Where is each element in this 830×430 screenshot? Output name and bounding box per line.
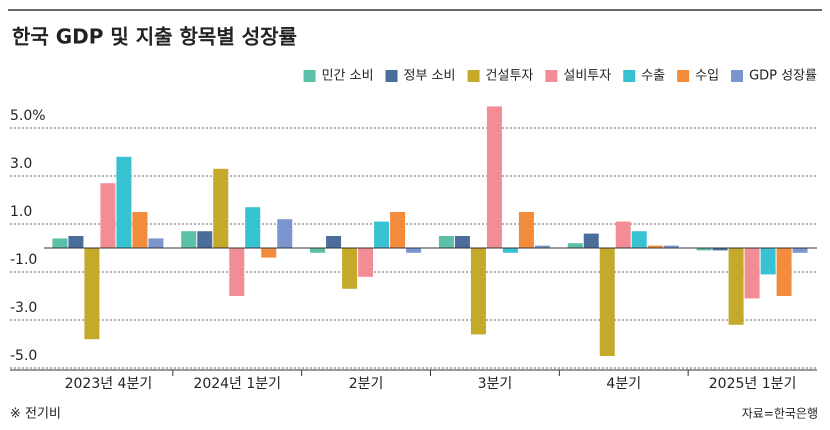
- x-tick-label: 2023년 4분기: [65, 376, 153, 392]
- x-tick-label: 2024년 1분기: [193, 376, 281, 392]
- bar: [358, 248, 374, 277]
- legend-label: 수입: [695, 69, 719, 84]
- bar: [760, 248, 776, 275]
- bar: [100, 183, 116, 248]
- x-tick-label: 3분기: [478, 376, 513, 392]
- bar: [310, 248, 326, 253]
- bar: [615, 221, 631, 248]
- bar: [728, 248, 744, 325]
- x-tick-label: 2분기: [349, 376, 384, 392]
- bar: [406, 248, 422, 253]
- x-tick-label: 2025년 1분기: [709, 376, 797, 392]
- bar: [342, 248, 358, 289]
- y-tick-label: -3.0: [10, 300, 37, 316]
- note: ※ 전기비: [10, 407, 61, 422]
- bar: [229, 248, 245, 296]
- y-tick-label: -1.0: [10, 252, 37, 268]
- source: 자료=한국은행: [742, 406, 818, 421]
- bar: [502, 248, 518, 253]
- y-tick-label: 5.0%: [10, 108, 46, 124]
- chart-title: 한국 GDP 및 지출 항목별 성장률: [12, 25, 297, 49]
- legend-swatch: [385, 70, 398, 82]
- legend-label: 정부 소비: [404, 69, 456, 84]
- bar: [486, 106, 502, 249]
- legend-swatch: [467, 70, 480, 82]
- bar: [599, 248, 615, 356]
- y-tick-label: -5.0: [10, 348, 37, 364]
- legend-label: GDP 성장률: [749, 69, 817, 84]
- bar: [438, 236, 454, 248]
- bar: [470, 248, 486, 335]
- bar: [132, 212, 148, 248]
- legend-swatch: [731, 70, 744, 82]
- bar: [631, 231, 647, 248]
- legend-swatch: [545, 70, 558, 82]
- bar: [792, 248, 808, 253]
- bar: [116, 156, 132, 248]
- legend-swatch: [623, 70, 636, 82]
- bar: [696, 248, 712, 251]
- y-tick-label: 3.0: [10, 156, 32, 172]
- bar: [326, 236, 342, 248]
- x-tick-label: 4분기: [606, 376, 641, 392]
- y-tick-label: 1.0: [10, 204, 32, 220]
- bar: [277, 219, 293, 248]
- bar: [261, 248, 277, 258]
- legend-label: 설비투자: [563, 69, 611, 84]
- bar: [647, 245, 663, 248]
- bar: [197, 231, 213, 248]
- bar: [776, 248, 792, 296]
- bar: [148, 238, 164, 248]
- bar: [454, 236, 470, 248]
- bar: [213, 168, 229, 248]
- bar: [712, 248, 728, 251]
- bar: [68, 236, 84, 248]
- legend-swatch: [677, 70, 690, 82]
- bar: [663, 245, 679, 248]
- legend-label: 민간 소비: [322, 69, 374, 84]
- legend-label: 건설투자: [486, 69, 534, 84]
- legend-swatch: [303, 70, 316, 82]
- bar: [583, 233, 599, 248]
- bar: [518, 212, 534, 248]
- legend-label: 수출: [641, 69, 665, 84]
- bar: [567, 243, 583, 248]
- bar: [181, 231, 197, 248]
- bar: [744, 248, 760, 299]
- bar: [390, 212, 406, 248]
- bar: [374, 221, 390, 248]
- bar: [534, 245, 550, 248]
- bar: [52, 238, 68, 248]
- bar: [245, 207, 261, 248]
- bar: [84, 248, 100, 340]
